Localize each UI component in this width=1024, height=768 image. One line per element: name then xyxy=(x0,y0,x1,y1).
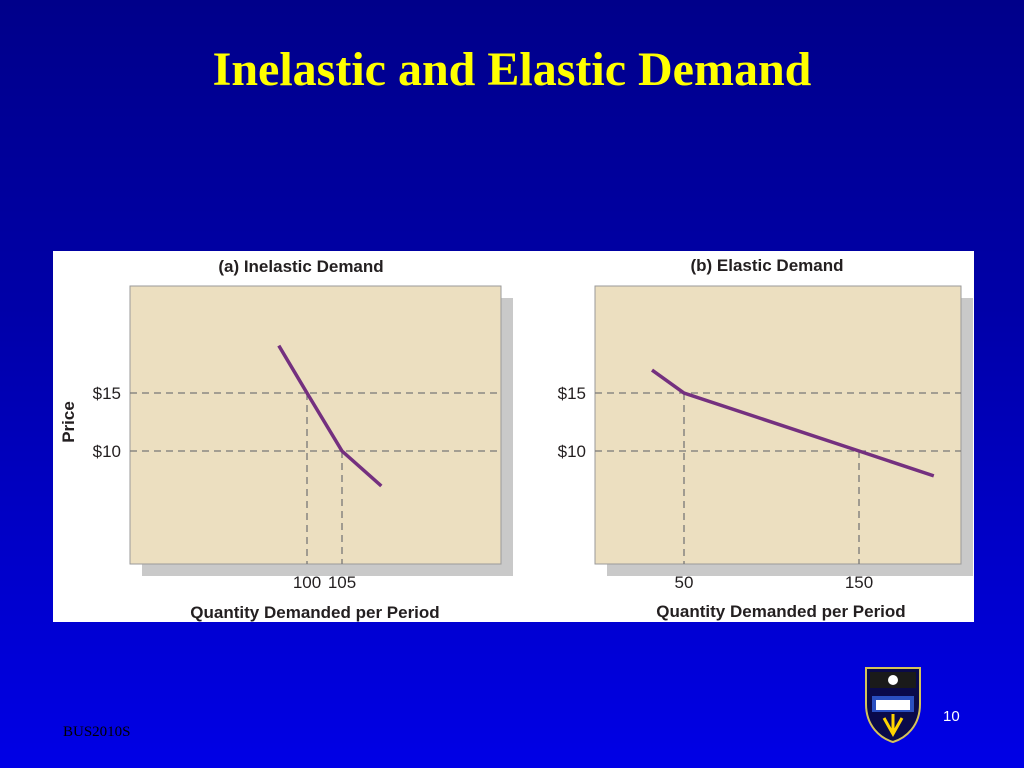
chart-a-marks: $15 100 $10 105 xyxy=(93,344,501,592)
chart-a-xtick-label: 105 xyxy=(328,573,356,592)
chart-b-ytick-label: $15 xyxy=(558,384,586,403)
chart-a-ytick-label: $15 xyxy=(93,384,121,403)
chart-a-ylabel: Price xyxy=(59,401,78,443)
chart-a-xtick-label: 100 xyxy=(293,573,321,592)
chart-b-xtick-label: 50 xyxy=(675,573,694,592)
university-crest-logo xyxy=(865,667,921,744)
chart-b-ytick-label: $10 xyxy=(558,442,586,461)
slide-title: Inelastic and Elastic Demand xyxy=(212,43,812,96)
page-number: 10 xyxy=(943,708,960,725)
chart-b-elastic: (b) Elastic Demand Quantity Demanded per… xyxy=(558,256,973,621)
chart-b-xlabel: Quantity Demanded per Period xyxy=(656,602,905,621)
demand-charts: (a) Inelastic Demand Quantity Demanded p… xyxy=(59,256,973,622)
footer-course-code: BUS2010S xyxy=(63,724,131,740)
figure-panel: (a) Inelastic Demand Quantity Demanded p… xyxy=(53,251,974,622)
chart-a-ytick-label: $10 xyxy=(93,442,121,461)
chart-a-xlabel: Quantity Demanded per Period xyxy=(190,603,439,622)
chart-b-xtick-label: 150 xyxy=(845,573,873,592)
chart-a-title: (a) Inelastic Demand xyxy=(218,257,383,276)
chart-a-inelastic: (a) Inelastic Demand Quantity Demanded p… xyxy=(59,257,513,622)
chart-b-demand-line xyxy=(650,368,935,478)
chart-a-demand-line xyxy=(277,344,383,488)
chart-b-title: (b) Elastic Demand xyxy=(690,256,843,275)
chart-b-marks: $15 50 $10 150 xyxy=(558,368,961,592)
plot-a-area xyxy=(129,285,502,565)
